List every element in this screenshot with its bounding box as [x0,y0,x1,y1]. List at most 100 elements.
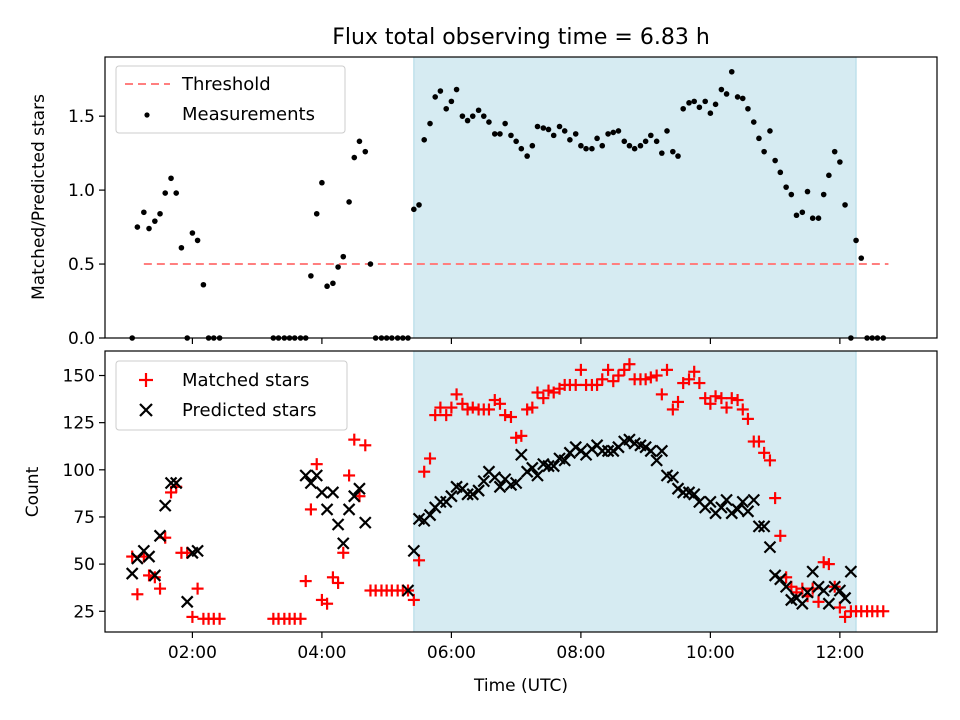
x-tick-label: 12:00 [815,643,864,663]
matched-star-point [877,605,890,618]
matched-star-point [763,454,776,467]
measurement-point [826,172,832,179]
matched-star-point [639,373,652,386]
predicted-star-point [326,486,340,499]
matched-star-point [644,371,657,384]
measurement-point [675,153,681,159]
bottom-shaded-span [413,350,857,633]
matched-star-point [337,546,350,559]
predicted-star-point [779,580,793,594]
measurement-point [351,154,358,161]
measurement-point [189,230,196,236]
predicted-star-point [191,544,204,558]
predicted-star-point [725,506,739,520]
measurement-point [508,132,514,139]
y-tick-label: 50 [73,555,95,575]
predicted-star-point [509,476,523,490]
predicted-star-point [822,597,836,610]
measurement-point [556,123,563,130]
matched-star-point [537,392,550,405]
measurement-point [335,264,341,270]
measurement-point [772,157,778,164]
matched-star-point [688,365,701,378]
legend-measurements-label: Measurements [182,104,315,125]
predicted-star-point [466,488,480,501]
predicted-star-point [472,484,485,497]
predicted-star-point [715,501,728,514]
measurement-point [605,131,611,137]
measurement-point [594,135,600,142]
matched-star-point [310,458,323,471]
measurement-point [437,88,444,94]
measurement-point [610,129,617,136]
matched-star-point [741,412,754,425]
matched-star-point [758,446,771,459]
matched-star-point [294,612,307,625]
predicted-star-point [526,461,539,475]
matched-star-point [812,595,825,608]
matched-star-point [456,397,469,410]
matched-star-point [504,411,517,424]
measurement-point [459,113,466,119]
matched-star-point [699,392,712,405]
measurement-point [464,117,471,124]
measurement-point [491,131,498,137]
legend-predicted-label: Predicted stars [182,400,316,421]
predicted-star-point [148,569,162,582]
matched-star-point [666,403,679,416]
predicted-star-point [445,489,458,503]
predicted-star-point [477,474,491,488]
predicted-star-point [180,595,194,609]
measurement-point [162,190,169,196]
matched-star-point [154,582,167,595]
matched-star-point [343,469,356,482]
measurement-point [578,142,584,149]
legend-threshold-label: Threshold [181,74,271,95]
measurement-point [561,128,568,134]
y-tick-label: 0.5 [68,255,95,275]
predicted-star-point [817,584,830,597]
measurement-point [411,206,417,213]
predicted-star-point [342,503,356,516]
matched-star-point [143,569,156,582]
measurement-point [815,215,822,222]
measurement-point [168,175,174,182]
bottom-legend: Matched stars Predicted stars [115,360,348,431]
measurement-point [448,98,455,105]
top-axes-frame [104,56,938,339]
matched-star-point [720,401,733,414]
measurement-point [540,125,547,131]
measurement-point [416,202,422,208]
matched-star-point [731,394,744,407]
matched-star-point [326,571,339,584]
matched-star-point [515,429,528,442]
predicted-star-point [687,488,701,501]
predicted-star-point [488,471,502,484]
x-tick-label: 10:00 [686,643,735,663]
matched-star-point [612,369,625,382]
measurement-point [637,142,644,149]
legend-matched-swatch [139,373,153,387]
legend-predicted-swatch [139,403,153,417]
bottom-axes-frame [104,350,938,633]
y-tick-label: 1.5 [68,107,95,127]
measurement-point [367,261,374,267]
legend-matched-label: Matched stars [182,370,309,391]
measurement-point [788,191,795,198]
matched-star-point [493,397,506,410]
matched-star-point [521,403,534,416]
matched-star-point [332,576,345,589]
matched-stars-series [126,358,890,625]
matched-star-point [774,529,787,542]
measurement-point [793,212,800,219]
top-axis-ticks: 0.0 0.5 1.0 1.5 [68,107,841,349]
measurement-point [664,128,670,134]
matched-star-point [839,610,852,623]
measurement-point [648,132,654,139]
measurement-point [572,131,579,137]
predicted-star-point [125,567,139,580]
y-tick-label: 150 [63,367,95,387]
predicted-stars-series [125,433,858,610]
y-tick-label: 0.0 [68,329,95,349]
matched-star-point [542,384,555,397]
